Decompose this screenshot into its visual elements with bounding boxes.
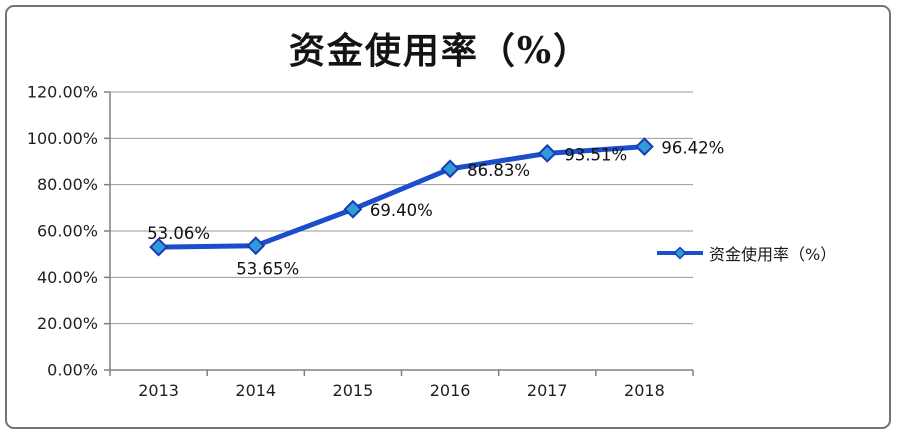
y-axis-label: 20.00% [37,314,98,333]
y-axis-label: 100.00% [27,129,98,148]
data-point-marker [343,199,363,219]
data-point-marker [440,159,460,179]
data-point-marker [246,236,266,256]
y-axis-label: 40.00% [37,268,98,287]
legend-line-marker-icon [657,246,703,260]
data-point-marker [635,137,654,157]
y-axis-label: 80.00% [37,175,98,194]
x-axis-label: 2013 [138,381,179,400]
y-axis-label: 60.00% [37,222,98,241]
data-line [156,144,647,250]
x-axis-label: 2015 [333,381,374,400]
legend-label: 资金使用率（%） [709,245,837,264]
chart-title: 资金使用率（%） [288,30,592,72]
data-point-marker [537,143,557,163]
data-point-label: 86.83% [467,161,530,180]
data-point-marker [149,237,168,257]
x-axis-label: 2014 [235,381,276,400]
data-point-label: 69.40% [370,201,433,220]
data-point-label: 93.51% [564,145,627,164]
data-point-label: 53.65% [236,260,299,279]
y-axis-label: 0.00% [47,361,98,380]
data-point-label: 96.42% [661,139,724,158]
legend: 资金使用率（%） [656,241,836,265]
x-axis-label: 2016 [430,381,471,400]
y-axis-label: 120.00% [27,83,98,102]
legend-diamond-marker [673,246,687,260]
x-axis-label: 2017 [527,381,568,400]
data-point-label: 53.06% [147,224,210,243]
x-axis-label: 2018 [624,381,665,400]
